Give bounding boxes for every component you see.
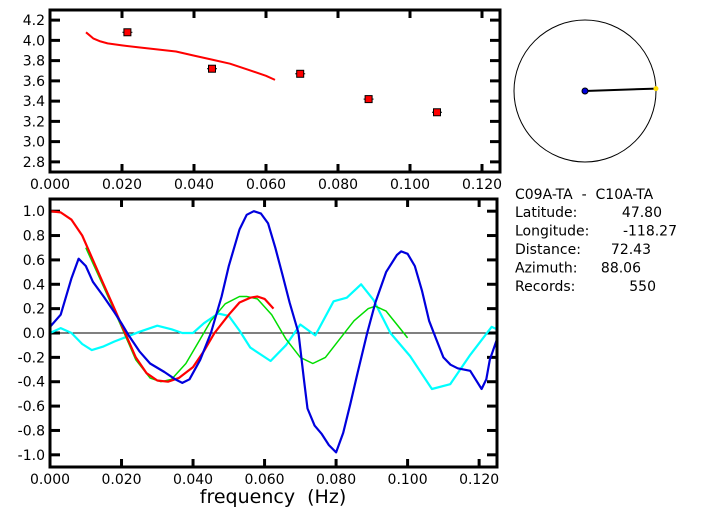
data-point [433,108,441,117]
x-tick-label: 0.100 [388,472,428,488]
y-tick-label: -0.8 [18,423,45,439]
station-pair-title: C09A-TA - C10A-TA [515,187,654,203]
y-tick-label: 2.8 [23,155,45,171]
info-label: Azimuth: [515,261,577,277]
data-point [208,64,216,73]
y-tick-label: -1.0 [18,448,45,464]
station-b-marker [653,86,659,92]
info-label: Distance: [515,242,581,258]
info-label: Longitude: [515,224,589,240]
info-label: Records: [515,279,575,295]
x-tick-label: 0.040 [173,472,213,488]
y-tick-label: -0.6 [18,399,45,415]
x-tick-label: 0.060 [246,177,286,193]
y-tick-label: 4.0 [23,33,45,49]
y-tick-label: 0.4 [23,277,45,293]
azimuth-map [513,19,659,163]
x-tick-label: 0.020 [101,472,141,488]
x-tick-label: 0.100 [390,177,430,193]
y-tick-label: 0.0 [23,326,45,342]
series-line-0 [49,283,498,391]
y-tick-label: 1.0 [23,204,45,220]
fit-curve [85,31,276,81]
plot-frame [48,197,499,469]
info-value: 550 [629,279,656,295]
station-info: C09A-TA - C10A-TA Latitude: 47.80 Longitud… [515,187,677,295]
top-velocity-plot: 0.000 0.020 0.040 0.060 0.080 0.100 0.120 2.8 3.… [23,8,502,193]
y-tick-label: 0.6 [23,253,45,269]
info-value: 72.43 [611,242,651,258]
y-tick-label: -0.4 [18,375,45,391]
y-tick-label: -0.2 [18,350,45,366]
series-line-2 [49,210,275,383]
data-point [296,69,305,78]
info-value: 47.80 [622,205,662,221]
x-tick-label: 0.120 [462,177,502,193]
y-tick-label: 4.2 [23,13,45,29]
x-tick-label: 0.000 [30,472,70,488]
x-axis-label: frequency (Hz) [200,486,346,508]
x-tick-label: 0.040 [174,177,214,193]
info-label: Latitude: [515,205,577,221]
station-a-marker [581,87,589,95]
info-value: 88.06 [601,261,641,277]
azimuth-line [584,87,656,92]
x-tick-label: 0.080 [316,472,356,488]
info-value: -118.27 [623,224,677,240]
y-tick-label: 3.6 [23,74,45,90]
y-tick-label: 3.8 [23,54,45,70]
y-tick-label: 3.4 [23,94,45,110]
x-tick-label: 0.060 [245,472,285,488]
x-tick-label: 0.120 [459,472,499,488]
x-tick-label: 0.020 [102,177,142,193]
x-tick-label: 0.000 [30,177,70,193]
x-tick-label: 0.080 [318,177,358,193]
y-tick-label: 3.0 [23,135,45,151]
y-tick-label: 3.2 [23,114,45,130]
y-tick-label: 0.2 [23,302,45,318]
plot-frame [48,8,502,174]
data-point [364,95,373,104]
y-tick-label: 0.8 [23,229,45,245]
data-point [123,28,132,37]
series-line-3 [49,210,499,454]
bottom-correlation-plot: 0.000 0.020 0.040 0.060 0.080 0.100 0.120 -1.0 -… [18,197,499,488]
